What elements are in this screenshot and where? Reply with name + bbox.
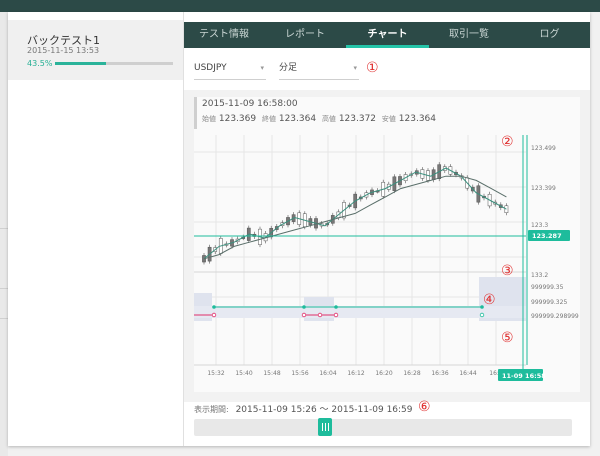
- progress-bar: [55, 62, 173, 65]
- time-tick-label: 15:56: [291, 370, 308, 377]
- indicator-point: [212, 305, 216, 309]
- progress-bar-fill: [55, 62, 107, 65]
- period-panel: 表示期間: 2015-11-09 15:26 〜 2015-11-09 16:5…: [184, 399, 590, 446]
- price-tick-label: 123.499: [531, 145, 556, 152]
- symbol-value: USDJPY: [194, 63, 227, 73]
- signal-point: [317, 312, 323, 318]
- marker-1: ①: [366, 60, 379, 76]
- tab-log[interactable]: ログ: [539, 29, 560, 40]
- chart-grid: [194, 135, 528, 366]
- tab-trade-list[interactable]: 取引一覧: [449, 29, 489, 40]
- open-value: 123.369: [218, 114, 257, 124]
- marker-2: ②: [501, 134, 514, 150]
- indicator-point: [480, 305, 484, 309]
- backtest-progress-text: 43.5%: [27, 59, 53, 68]
- ohlc-readout: 始値 123.369 終値 123.364 高値 123.372 安値 123.…: [202, 114, 439, 124]
- display-period: 表示期間: 2015-11-09 15:26 〜 2015-11-09 16:5…: [194, 402, 413, 415]
- period-label: 表示期間:: [194, 405, 229, 414]
- indicator-panel: [194, 277, 526, 321]
- indicator-tick-label: 133.2: [531, 272, 548, 279]
- time-tick-label: 16:36: [431, 370, 448, 377]
- moving-average-line: [203, 167, 507, 260]
- period-value: 2015-11-09 15:26 〜 2015-11-09 16:59: [235, 405, 413, 415]
- indicator-tick-label: 999999.298999: [531, 313, 579, 320]
- candle: [504, 205, 509, 213]
- time-tick-label: 16:44: [459, 370, 476, 377]
- cursor-time-tag: [498, 369, 543, 381]
- price-tick-label: 123.3: [531, 222, 548, 229]
- crosshair: 11-09 16:58: [498, 135, 546, 381]
- main-panel: テスト情報 レポート チャート 取引一覧 ログ USDJPY ▾ 分足 ▾ ① …: [184, 12, 590, 446]
- top-bar: [0, 0, 600, 12]
- close-value: 123.364: [278, 114, 317, 124]
- chart-filters: USDJPY ▾ 分足 ▾ ①: [184, 48, 590, 88]
- marker-3: ③: [501, 263, 514, 279]
- low-value: 123.364: [398, 114, 436, 124]
- info-accent: [194, 97, 197, 129]
- axis-ticks: 15:32 15:40 15:48 15:56 16:04 16:12 16:20 16:28…: [207, 145, 579, 377]
- time-tick-label: 15:40: [235, 370, 252, 377]
- backtest-window: バックテスト1 2015-11-15 13:53 43.5% テスト情報 レポー…: [8, 12, 590, 446]
- sidebar: バックテスト1 2015-11-15 13:53 43.5%: [8, 12, 184, 446]
- timeframe-select[interactable]: 分足 ▾: [279, 57, 359, 80]
- current-price-value: 123.287: [532, 232, 562, 240]
- cursor-time-value: 11-09 16:58: [502, 372, 546, 380]
- moving-average-line: [203, 175, 507, 260]
- tab-test-info[interactable]: テスト情報: [199, 29, 249, 40]
- period-slider[interactable]: [194, 418, 572, 436]
- indicator-tick-label: 999999.35: [531, 284, 564, 291]
- backtest-name: バックテスト1: [27, 34, 100, 47]
- divider: [0, 288, 8, 289]
- backtest-item[interactable]: バックテスト1 2015-11-15 13:53 43.5%: [8, 20, 183, 80]
- indicator-band: [194, 306, 526, 318]
- background-panel: [0, 12, 8, 456]
- low-label: 安値: [381, 115, 396, 123]
- high-value: 123.372: [338, 114, 377, 124]
- price-tick-label: 123.399: [531, 185, 556, 192]
- divider: [0, 318, 8, 319]
- moving-average-lines: 123.287: [194, 167, 570, 260]
- price-chart[interactable]: 123.287 15:32 15:40 15:48 15:56 16:04 16:12 16…: [194, 97, 580, 392]
- signal-point: [479, 312, 485, 318]
- indicator-point: [334, 305, 338, 309]
- backtest-date: 2015-11-15 13:53: [27, 46, 100, 55]
- slider-handle[interactable]: [318, 418, 332, 436]
- high-label: 高値: [321, 115, 336, 123]
- time-tick-label: 16:12: [347, 370, 364, 377]
- chevron-down-icon: ▾: [260, 64, 264, 72]
- signal-point: [211, 312, 217, 318]
- time-tick-label: 16:20: [375, 370, 392, 377]
- time-tick-label: 15:48: [263, 370, 280, 377]
- signal-point: [333, 312, 339, 318]
- time-tick-label: 16:04: [319, 370, 336, 377]
- chart-panel: 2015-11-09 16:58:00 始値 123.369 終値 123.36…: [184, 90, 590, 402]
- active-tab-indicator: [346, 45, 429, 48]
- tab-report[interactable]: レポート: [285, 29, 325, 40]
- time-tick-label: 16:5: [489, 370, 503, 377]
- open-label: 始値: [202, 115, 216, 123]
- current-price-tag: [528, 230, 570, 241]
- indicator-tick-label: 999999.325: [531, 299, 567, 306]
- marker-4: ④: [483, 292, 496, 308]
- timeframe-value: 分足: [279, 63, 298, 73]
- indicator-point: [302, 305, 306, 309]
- tab-chart[interactable]: チャート: [367, 29, 408, 40]
- time-tick-label: 16:28: [403, 370, 420, 377]
- chevron-down-icon: ▾: [353, 64, 357, 72]
- chart-datetime: 2015-11-09 16:58:00: [202, 99, 298, 109]
- divider: [0, 228, 8, 229]
- signal-point: [301, 312, 307, 318]
- close-label: 終値: [261, 115, 276, 123]
- marker-6: ⑥: [418, 399, 431, 415]
- tab-bar: テスト情報 レポート チャート 取引一覧 ログ: [184, 22, 590, 48]
- time-tick-label: 15:32: [207, 370, 224, 377]
- marker-5: ⑤: [501, 330, 514, 346]
- symbol-select[interactable]: USDJPY ▾: [194, 57, 266, 80]
- chart-area[interactable]: 2015-11-09 16:58:00 始値 123.369 終値 123.36…: [194, 97, 580, 392]
